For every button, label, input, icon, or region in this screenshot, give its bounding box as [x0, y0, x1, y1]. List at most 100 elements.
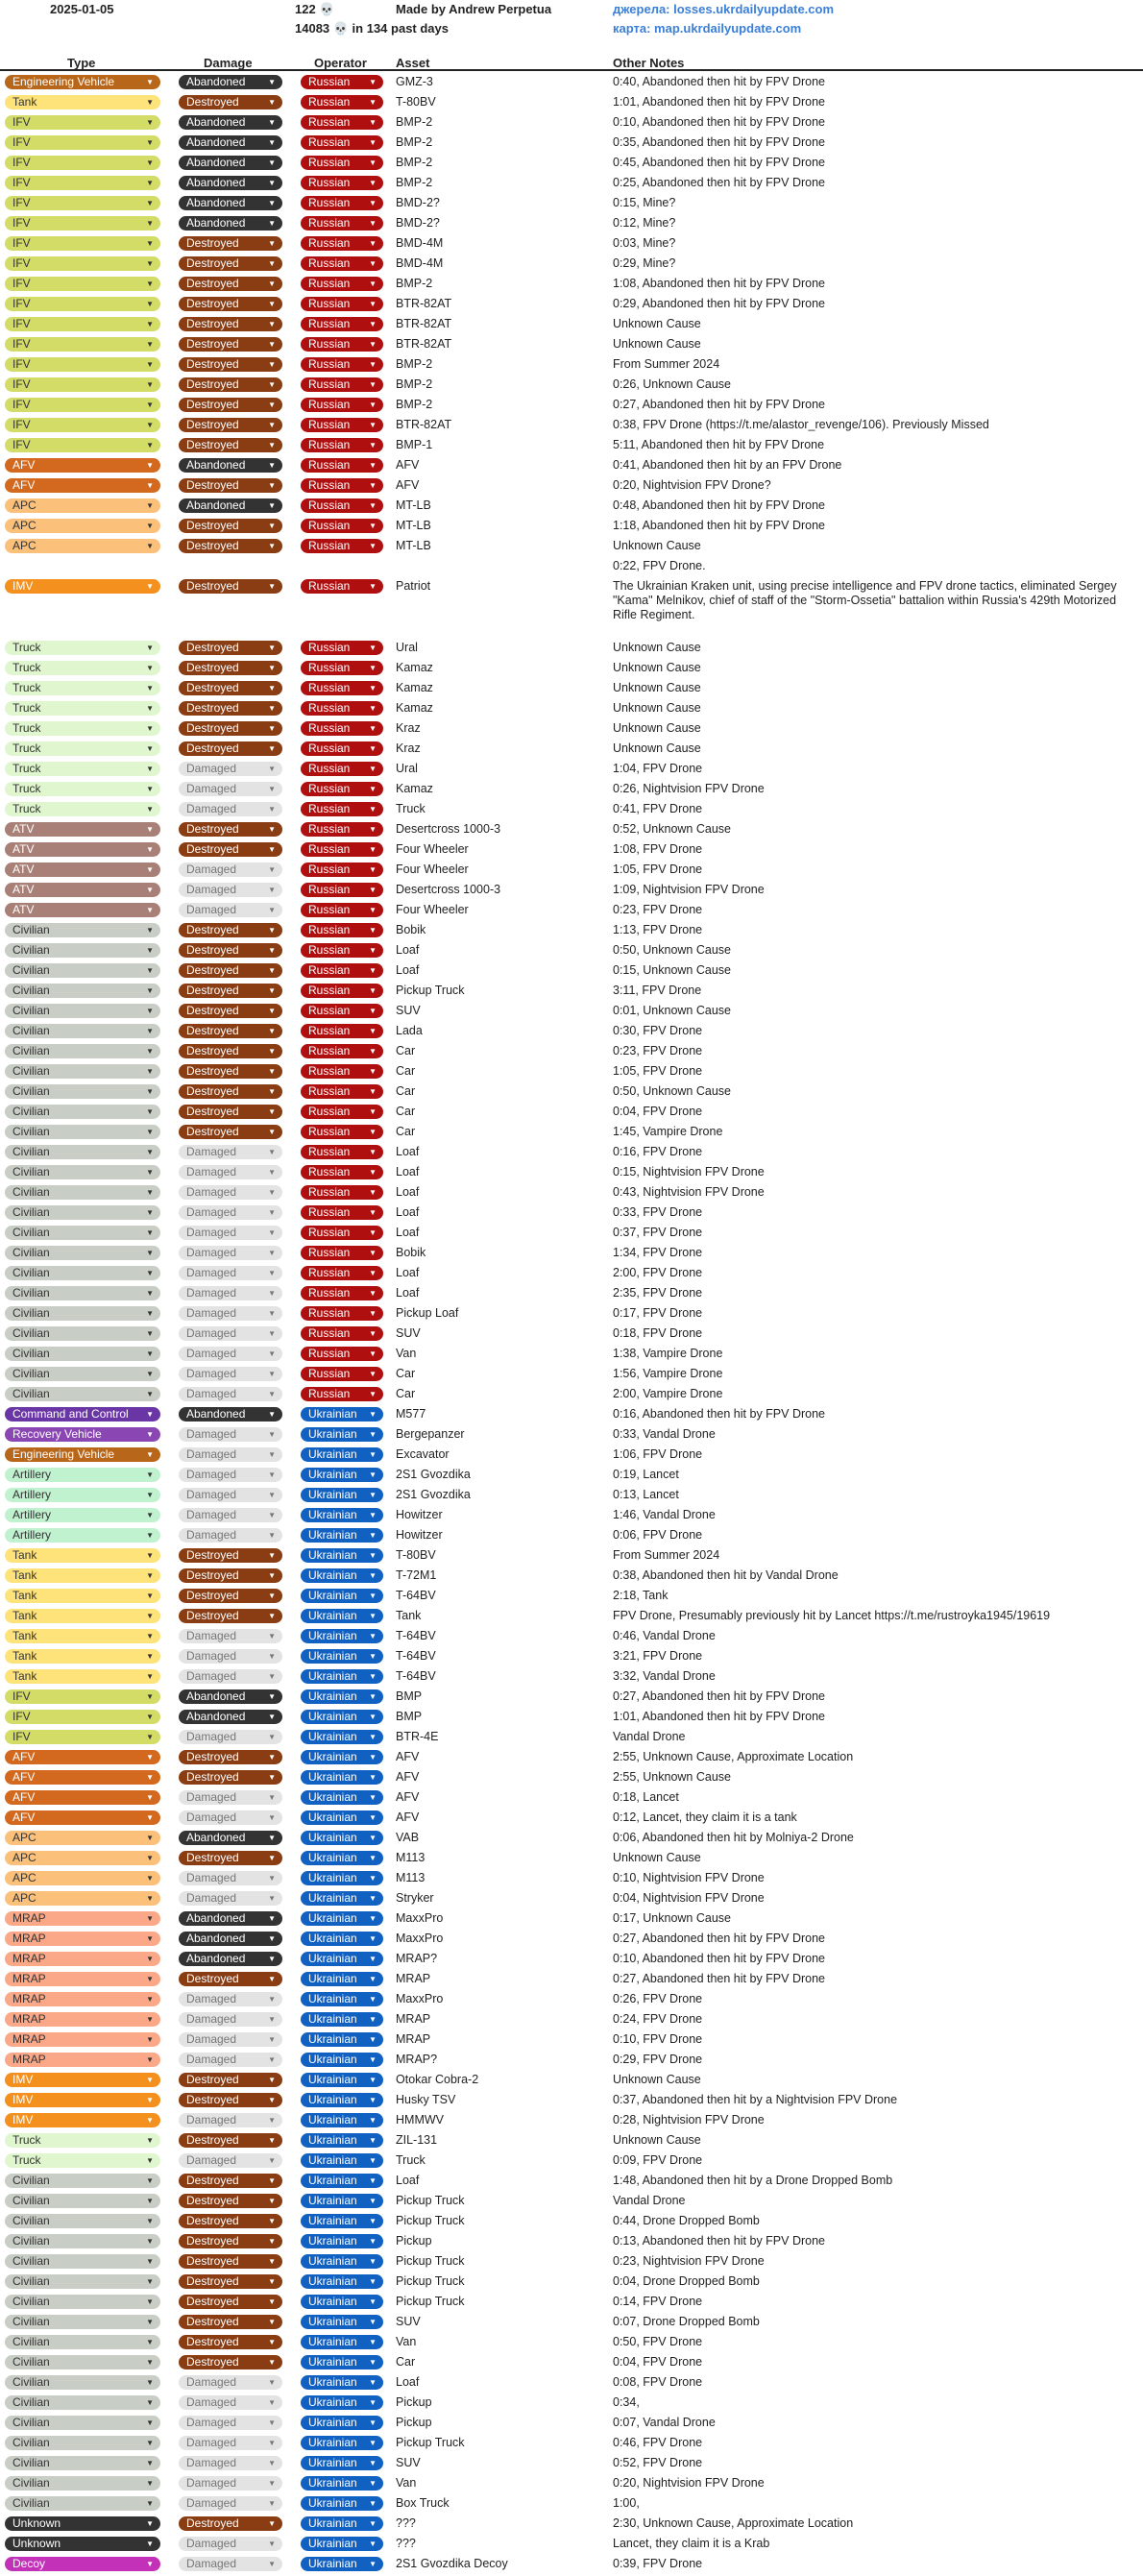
damage-select[interactable]: Destroyed ▼ [179, 579, 282, 594]
damage-select[interactable]: Damaged ▼ [179, 2032, 282, 2047]
asset-cell[interactable]: Lada [396, 1024, 423, 1037]
notes-cell[interactable]: Unknown Cause [613, 317, 701, 330]
operator-select[interactable]: Ukrainian ▼ [301, 2557, 383, 2571]
notes-cell[interactable]: 0:26, FPV Drone [613, 1992, 703, 2005]
asset-cell[interactable]: Four Wheeler [396, 842, 469, 856]
operator-select[interactable]: Russian ▼ [301, 721, 383, 736]
asset-cell[interactable]: T-64BV [396, 1649, 436, 1663]
type-select[interactable]: Truck ▼ [5, 762, 160, 776]
operator-select[interactable]: Russian ▼ [301, 357, 383, 372]
type-select[interactable]: ATV ▼ [5, 883, 160, 897]
type-select[interactable]: MRAP ▼ [5, 1952, 160, 1966]
type-select[interactable]: Civilian ▼ [5, 963, 160, 978]
notes-cell[interactable]: 0:48, Abandoned then hit by FPV Drone [613, 498, 825, 512]
operator-select[interactable]: Russian ▼ [301, 1205, 383, 1220]
notes-cell[interactable]: 0:28, Nightvision FPV Drone [613, 2113, 765, 2126]
damage-select[interactable]: Damaged ▼ [179, 1306, 282, 1321]
notes-cell[interactable]: 1:48, Abandoned then hit by a Drone Drop… [613, 2174, 893, 2187]
damage-select[interactable]: Damaged ▼ [179, 2436, 282, 2450]
asset-cell[interactable]: Four Wheeler [396, 863, 469, 876]
type-select[interactable]: IFV ▼ [5, 1710, 160, 1724]
operator-select[interactable]: Russian ▼ [301, 782, 383, 796]
damage-select[interactable]: Destroyed ▼ [179, 1770, 282, 1785]
asset-cell[interactable]: Pickup Truck [396, 2295, 465, 2308]
operator-select[interactable]: Russian ▼ [301, 984, 383, 998]
damage-select[interactable]: Damaged ▼ [179, 782, 282, 796]
type-select[interactable]: MRAP ▼ [5, 2032, 160, 2047]
operator-select[interactable]: Russian ▼ [301, 1185, 383, 1200]
type-select[interactable]: Tank ▼ [5, 1548, 160, 1563]
operator-select[interactable]: Russian ▼ [301, 802, 383, 816]
damage-select[interactable]: Damaged ▼ [179, 1347, 282, 1361]
damage-select[interactable]: Destroyed ▼ [179, 1972, 282, 1986]
damage-select[interactable]: Destroyed ▼ [179, 1064, 282, 1079]
operator-select[interactable]: Russian ▼ [301, 681, 383, 695]
asset-cell[interactable]: Pickup Truck [396, 2194, 465, 2207]
damage-select[interactable]: Destroyed ▼ [179, 1125, 282, 1139]
notes-cell[interactable]: 0:41, Abandoned then hit by an FPV Drone [613, 458, 842, 472]
notes-cell[interactable]: 2:55, Unknown Cause [613, 1770, 731, 1784]
notes-cell[interactable]: 0:12, Mine? [613, 216, 676, 230]
type-select[interactable]: IFV ▼ [5, 135, 160, 150]
type-select[interactable]: Decoy ▼ [5, 2557, 160, 2571]
damage-select[interactable]: Destroyed ▼ [179, 701, 282, 716]
asset-cell[interactable]: T-72M1 [396, 1568, 437, 1582]
notes-cell[interactable]: 0:15, Nightvision FPV Drone [613, 1165, 765, 1179]
notes-cell[interactable]: 0:37, FPV Drone [613, 1226, 703, 1239]
operator-select[interactable]: Ukrainian ▼ [301, 2456, 383, 2470]
type-select[interactable]: IFV ▼ [5, 337, 160, 352]
notes-cell[interactable]: 0:26, Nightvision FPV Drone [613, 782, 765, 795]
asset-cell[interactable]: Bobik [396, 1246, 426, 1259]
type-select[interactable]: Artillery ▼ [5, 1488, 160, 1502]
operator-select[interactable]: Ukrainian ▼ [301, 1689, 383, 1704]
damage-select[interactable]: Destroyed ▼ [179, 2093, 282, 2107]
damage-select[interactable]: Damaged ▼ [179, 762, 282, 776]
damage-select[interactable]: Damaged ▼ [179, 1427, 282, 1442]
asset-cell[interactable]: SUV [396, 1326, 421, 1340]
damage-select[interactable]: Damaged ▼ [179, 1488, 282, 1502]
damage-select[interactable]: Abandoned ▼ [179, 216, 282, 231]
asset-cell[interactable]: Loaf [396, 1226, 420, 1239]
operator-select[interactable]: Russian ▼ [301, 418, 383, 432]
type-select[interactable]: APC ▼ [5, 1891, 160, 1906]
notes-cell[interactable]: Unknown Cause [613, 661, 701, 674]
asset-cell[interactable]: AFV [396, 1770, 420, 1784]
damage-select[interactable]: Abandoned ▼ [179, 1407, 282, 1422]
operator-select[interactable]: Ukrainian ▼ [301, 2194, 383, 2208]
type-select[interactable]: IFV ▼ [5, 357, 160, 372]
notes-cell[interactable]: 0:20, Nightvision FPV Drone? [613, 478, 771, 492]
damage-select[interactable]: Destroyed ▼ [179, 377, 282, 392]
asset-cell[interactable]: Desertcross 1000-3 [396, 822, 501, 836]
asset-cell[interactable]: Car [396, 2355, 416, 2369]
notes-cell[interactable]: 0:50, Unknown Cause [613, 943, 731, 957]
asset-cell[interactable]: BMD-2? [396, 216, 440, 230]
asset-cell[interactable]: BMP-2 [396, 357, 433, 371]
damage-select[interactable]: Damaged ▼ [179, 1468, 282, 1482]
type-select[interactable]: Tank ▼ [5, 1589, 160, 1603]
notes-cell[interactable]: 0:29, Mine? [613, 256, 676, 270]
notes-cell[interactable]: Unknown Cause [613, 701, 701, 715]
notes-cell[interactable]: 0:52, FPV Drone [613, 2456, 703, 2469]
notes-cell[interactable]: 0:50, Unknown Cause [613, 1084, 731, 1098]
damage-select[interactable]: Destroyed ▼ [179, 2355, 282, 2369]
damage-select[interactable]: Damaged ▼ [179, 1891, 282, 1906]
asset-cell[interactable]: Four Wheeler [396, 903, 469, 916]
type-select[interactable]: Truck ▼ [5, 741, 160, 756]
asset-cell[interactable]: MT-LB [396, 519, 431, 532]
damage-select[interactable]: Abandoned ▼ [179, 156, 282, 170]
operator-select[interactable]: Ukrainian ▼ [301, 2214, 383, 2228]
notes-cell[interactable]: 1:34, FPV Drone [613, 1246, 703, 1259]
type-select[interactable]: IMV ▼ [5, 2113, 160, 2127]
type-select[interactable]: MRAP ▼ [5, 1992, 160, 2006]
damage-select[interactable]: Damaged ▼ [179, 2012, 282, 2027]
damage-select[interactable]: Damaged ▼ [179, 1367, 282, 1381]
type-select[interactable]: IFV ▼ [5, 216, 160, 231]
asset-cell[interactable]: AFV [396, 458, 420, 472]
damage-select[interactable]: Damaged ▼ [179, 2416, 282, 2430]
operator-select[interactable]: Ukrainian ▼ [301, 2153, 383, 2168]
asset-cell[interactable]: BTR-82AT [396, 317, 452, 330]
operator-select[interactable]: Ukrainian ▼ [301, 1871, 383, 1885]
type-select[interactable]: Artillery ▼ [5, 1468, 160, 1482]
asset-cell[interactable]: Pickup [396, 2416, 432, 2429]
damage-select[interactable]: Destroyed ▼ [179, 317, 282, 331]
